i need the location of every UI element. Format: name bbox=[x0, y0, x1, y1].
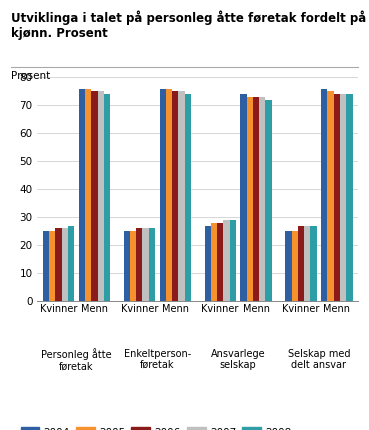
Bar bbox=[204, 225, 211, 301]
Bar bbox=[159, 89, 166, 301]
Bar bbox=[85, 89, 91, 301]
Bar bbox=[91, 92, 97, 301]
Bar bbox=[43, 231, 49, 301]
Bar bbox=[304, 225, 310, 301]
Bar bbox=[285, 231, 292, 301]
Bar bbox=[178, 92, 184, 301]
Bar bbox=[124, 231, 130, 301]
Bar bbox=[104, 94, 110, 301]
Bar bbox=[217, 223, 223, 301]
Bar bbox=[68, 225, 74, 301]
Text: Personleg åtte
føretak: Personleg åtte føretak bbox=[41, 348, 112, 372]
Bar bbox=[327, 92, 334, 301]
Text: Utviklinga i talet på personleg åtte føretak fordelt på
kjønn. Prosent: Utviklinga i talet på personleg åtte før… bbox=[11, 11, 366, 40]
Bar bbox=[142, 228, 149, 301]
Bar bbox=[292, 231, 298, 301]
Bar bbox=[136, 228, 142, 301]
Bar bbox=[240, 94, 246, 301]
Bar bbox=[49, 231, 55, 301]
Bar bbox=[246, 97, 253, 301]
Bar bbox=[184, 94, 191, 301]
Bar bbox=[55, 228, 62, 301]
Bar bbox=[321, 89, 327, 301]
Bar bbox=[223, 220, 230, 301]
Bar bbox=[259, 97, 265, 301]
Bar bbox=[334, 94, 340, 301]
Text: Enkeltperson-
føretak: Enkeltperson- føretak bbox=[124, 348, 191, 370]
Bar bbox=[62, 228, 68, 301]
Bar bbox=[230, 220, 236, 301]
Bar bbox=[149, 228, 155, 301]
Text: Ansvarlege
selskap: Ansvarlege selskap bbox=[211, 348, 265, 370]
Bar bbox=[211, 223, 217, 301]
Bar bbox=[79, 89, 85, 301]
Legend: 2004, 2005, 2006, 2007, 2008: 2004, 2005, 2006, 2007, 2008 bbox=[17, 423, 296, 430]
Bar bbox=[265, 100, 272, 301]
Bar bbox=[166, 89, 172, 301]
Text: Prosent: Prosent bbox=[11, 71, 50, 81]
Bar bbox=[298, 225, 304, 301]
Bar bbox=[340, 94, 346, 301]
Text: Selskap med
delt ansvar: Selskap med delt ansvar bbox=[288, 348, 350, 370]
Bar bbox=[310, 225, 317, 301]
Bar bbox=[253, 97, 259, 301]
Bar bbox=[172, 92, 178, 301]
Bar bbox=[346, 94, 352, 301]
Bar bbox=[97, 92, 104, 301]
Bar bbox=[130, 231, 136, 301]
